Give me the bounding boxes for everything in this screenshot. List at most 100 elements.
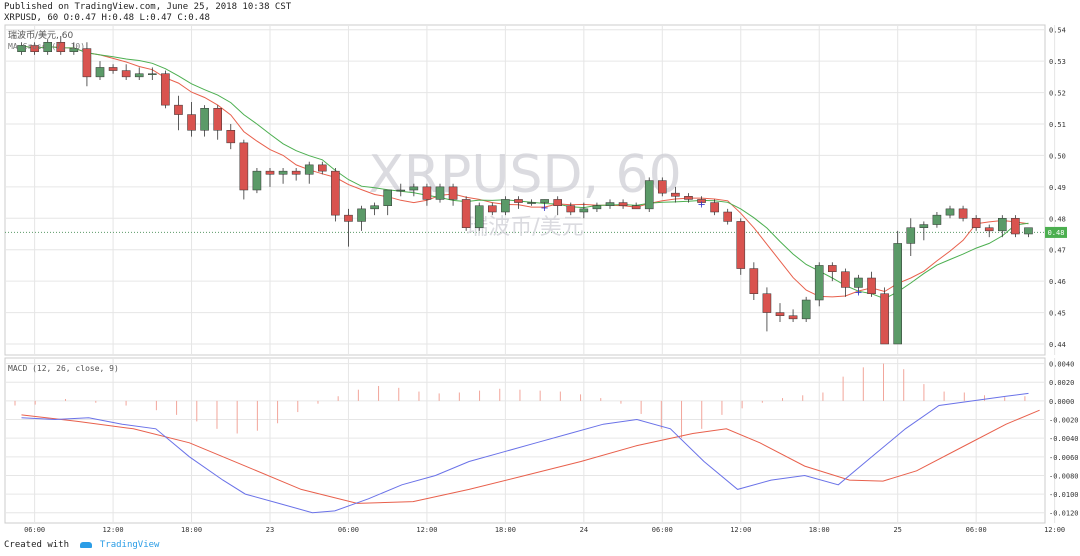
candle (461, 196, 471, 231)
candle (82, 42, 92, 87)
candle-body (958, 208, 968, 219)
candle-body (971, 218, 981, 228)
time-tick-label: 18:00 (495, 526, 516, 534)
candle (867, 271, 876, 297)
candle (801, 296, 811, 322)
candle (474, 202, 484, 231)
candle-body (396, 189, 406, 192)
candle-body (658, 180, 667, 194)
candle-body (775, 312, 785, 316)
candle-body (762, 293, 772, 313)
candle-body (448, 186, 458, 200)
candle-body (226, 130, 236, 144)
candle-body (331, 170, 340, 216)
time-tick-label: 23 (266, 526, 274, 534)
last-price-label: 0.48 (1048, 229, 1065, 237)
candle-body (108, 67, 118, 71)
candle-body (370, 205, 379, 210)
created-with-label: Created with (4, 540, 70, 550)
macd-tick-label: -0.0080 (1049, 472, 1079, 480)
candle (527, 199, 536, 206)
candle (278, 168, 288, 184)
time-tick-label: 12:00 (730, 526, 751, 534)
candle-body (1011, 218, 1020, 235)
candle-body (488, 205, 497, 213)
candle-body (893, 243, 902, 345)
candle-body (644, 180, 654, 210)
candle-body (121, 70, 131, 78)
candle-body (56, 42, 66, 52)
candle-body (906, 227, 916, 244)
candle-body (579, 208, 589, 213)
time-tick-label: 18:00 (181, 526, 202, 534)
candle (540, 199, 549, 209)
macd-tick-label: -0.0060 (1049, 454, 1079, 462)
candle-body (17, 45, 26, 52)
candle-body (239, 142, 249, 191)
footer: Created with TradingView (4, 540, 159, 550)
candle (644, 177, 654, 212)
candle (788, 309, 798, 322)
price-tick-label: 0.49 (1049, 184, 1066, 192)
price-tick-label: 0.51 (1049, 121, 1066, 129)
macd-tick-label: 0.0040 (1049, 361, 1074, 369)
time-tick-label: 06:00 (652, 526, 673, 534)
candle (906, 218, 916, 256)
tradingview-link[interactable]: TradingView (99, 540, 160, 550)
candle (187, 102, 196, 137)
candle (422, 183, 432, 206)
price-tick-label: 0.54 (1049, 27, 1066, 35)
candle (43, 39, 52, 55)
price-tick-label: 0.52 (1049, 90, 1066, 98)
candle (213, 105, 222, 140)
candle-body (788, 315, 798, 320)
candle-body (697, 199, 706, 203)
candle (998, 215, 1007, 238)
candle (762, 287, 772, 332)
time-tick-label: 25 (893, 526, 901, 534)
candle-body (710, 202, 719, 213)
candle-body (134, 73, 144, 78)
candle (605, 199, 615, 209)
macd-line (21, 392, 1029, 514)
candle-body (671, 192, 680, 197)
candle-body (841, 271, 850, 288)
candle (553, 196, 562, 216)
candle-body (540, 199, 549, 203)
candle (95, 61, 105, 80)
macd-tick-label: -0.0100 (1049, 491, 1079, 499)
macd-tick-label: 0.0020 (1049, 379, 1074, 387)
watermark-name: 瑞波币/美元 (466, 215, 583, 240)
candle-body (43, 42, 52, 52)
watermark-symbol: XRPUSD, 60 (368, 145, 681, 205)
price-tick-label: 0.47 (1049, 247, 1066, 255)
candle-body (95, 67, 105, 78)
candle-body (344, 214, 353, 222)
candle (932, 212, 942, 228)
candle-body (932, 214, 942, 225)
candle (723, 208, 732, 225)
candle-body (161, 73, 170, 106)
candle-body (618, 202, 628, 206)
published-line: Published on TradingView.com, June 25, 2… (4, 2, 292, 12)
candle-body (736, 221, 746, 269)
candle (566, 202, 576, 216)
macd-tick-label: 0.0000 (1049, 398, 1074, 406)
candle-body (30, 45, 39, 52)
candle-body (854, 277, 863, 288)
candle-body (474, 205, 484, 228)
candle-body (278, 170, 288, 175)
candle (344, 208, 353, 247)
candle (331, 168, 340, 222)
ma-cross-marker: + (697, 200, 705, 211)
candle (749, 262, 759, 300)
candle (631, 202, 641, 210)
time-tick-label: 06:00 (338, 526, 359, 534)
price-tick-label: 0.44 (1049, 341, 1066, 349)
ma-slow-line (21, 44, 1029, 300)
candle (435, 183, 445, 203)
candle (1011, 215, 1020, 238)
candle (945, 205, 955, 219)
ma-cross-label: MA Cross (7, 10) (8, 42, 85, 51)
candle (1024, 227, 1033, 238)
